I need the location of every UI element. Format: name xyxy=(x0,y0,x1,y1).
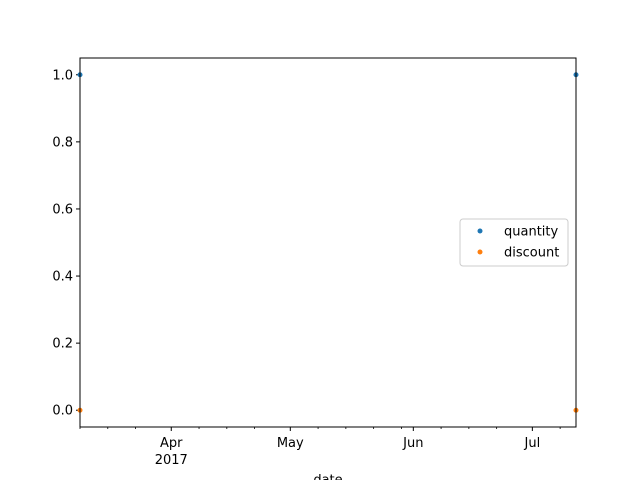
y-axis: 0.0 0.2 0.4 0.6 0.8 1.0 xyxy=(52,68,80,419)
legend-marker-quantity xyxy=(477,228,483,234)
y-tick-label: 0.4 xyxy=(52,270,73,285)
x-tick-label: Jun xyxy=(402,436,423,451)
x-tick-label: May xyxy=(277,436,304,451)
legend-label: quantity xyxy=(504,225,559,240)
x-axis: Apr 2017 May Jun Jul xyxy=(79,427,561,468)
legend-label: discount xyxy=(504,246,559,261)
legend-marker-discount xyxy=(477,249,483,255)
plot-frame xyxy=(79,57,577,428)
y-tick-label: 1.0 xyxy=(52,68,73,83)
legend: quantity discount xyxy=(459,218,569,267)
y-tick-label: 0.2 xyxy=(52,337,73,352)
x-tick-sublabel: 2017 xyxy=(155,453,188,468)
y-tick-label: 0.6 xyxy=(52,202,73,217)
legend-box xyxy=(459,218,569,267)
y-tick-label: 0.0 xyxy=(52,404,73,419)
y-tick-label: 0.8 xyxy=(52,135,73,150)
x-tick-label: Apr xyxy=(160,436,183,451)
x-axis-title: date xyxy=(313,473,342,480)
x-tick-label: Jul xyxy=(524,436,541,451)
